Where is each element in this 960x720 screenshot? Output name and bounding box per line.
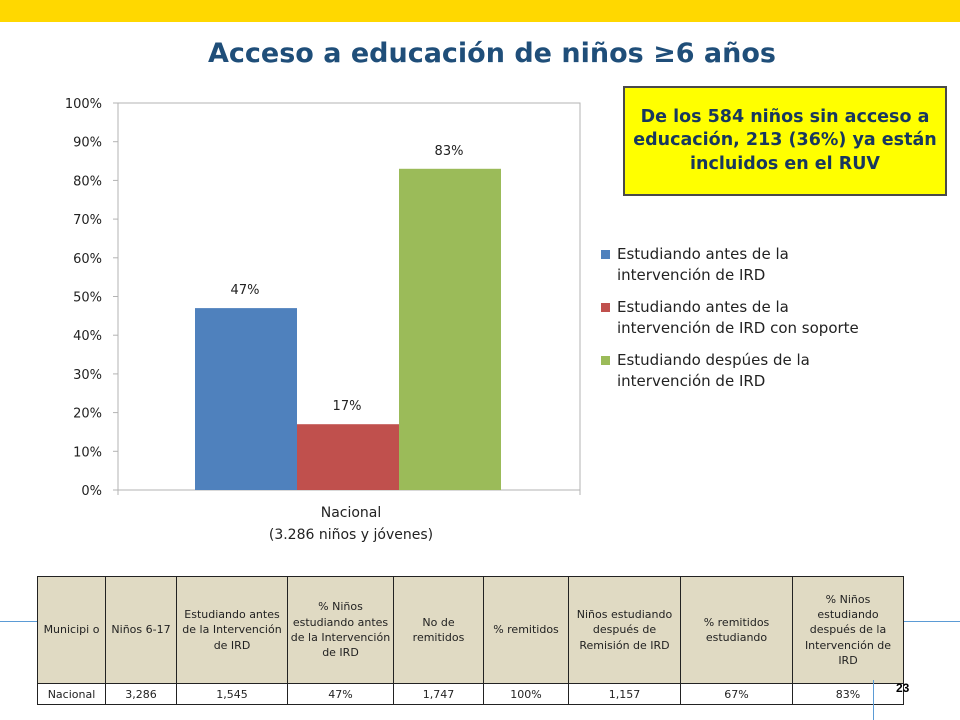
y-tick-label: 20%: [73, 407, 102, 422]
table-cell: 67%: [680, 683, 793, 705]
table-header: Municipi o: [37, 576, 106, 684]
table-header: % remitidos: [483, 576, 569, 684]
legend-item: Estudiando antes de la intervención de IR…: [601, 244, 901, 286]
data-label: 83%: [435, 144, 464, 159]
page-title: Acceso a educación de niños ≥6 años: [207, 38, 776, 69]
table-header: % Niños estudiando antes de la Intervenc…: [287, 576, 394, 684]
table-cell: 1,747: [393, 683, 484, 705]
legend-label: Estudiando antes de la intervención de IR…: [617, 245, 789, 284]
left-divider-line: [0, 621, 37, 622]
y-tick-label: 0%: [81, 484, 102, 499]
y-tick-label: 10%: [73, 445, 102, 460]
table-cell: 100%: [483, 683, 569, 705]
table-cell: 1,157: [568, 683, 681, 705]
callout-box: De los 584 niños sin acceso a educación,…: [623, 86, 947, 196]
legend-label: Estudiando despúes de la intervención de …: [617, 351, 810, 390]
table-cell: Nacional: [37, 683, 106, 705]
table-header: % Niños estudiando después de la Interve…: [792, 576, 904, 684]
table-cell: 83%: [792, 683, 904, 705]
y-tick-label: 100%: [65, 97, 102, 112]
top-accent-bar: [0, 0, 960, 22]
x-category-label: Nacional: [321, 505, 382, 521]
table-header: Niños estudiando después de Remisión de …: [568, 576, 681, 684]
page-number: 23: [896, 681, 910, 695]
legend-item: Estudiando antes de la intervención de IR…: [601, 297, 901, 339]
callout-text: De los 584 niños sin acceso a educación,…: [633, 106, 937, 174]
right-divider-line: [903, 621, 960, 622]
data-label: 17%: [333, 399, 362, 414]
legend-label: Estudiando antes de la intervención de IR…: [617, 298, 859, 337]
y-tick-label: 40%: [73, 329, 102, 344]
table-cell: 3,286: [105, 683, 177, 705]
legend-swatch: [601, 303, 610, 312]
chart-legend: Estudiando antes de la intervención de IR…: [601, 244, 901, 403]
table-header: Estudiando antes de la Intervención de I…: [176, 576, 288, 684]
bar: [297, 424, 399, 490]
table-cell: 1,545: [176, 683, 288, 705]
y-tick-label: 50%: [73, 291, 102, 306]
table-header: No de remitidos: [393, 576, 484, 684]
x-category-label: (3.286 niños y jóvenes): [269, 527, 433, 543]
data-label: 47%: [231, 283, 260, 298]
table-row: Nacional 3,286 1,545 47% 1,747 100% 1,15…: [37, 683, 904, 705]
y-tick-label: 70%: [73, 213, 102, 228]
table-cell: 47%: [287, 683, 394, 705]
y-tick-label: 60%: [73, 252, 102, 267]
bar: [399, 168, 501, 491]
legend-swatch: [601, 250, 610, 259]
y-tick-label: 80%: [73, 174, 102, 189]
y-tick-label: 30%: [73, 368, 102, 383]
footer-divider-line: [873, 680, 874, 720]
data-table: Municipi o Niños 6-17 Estudiando antes d…: [37, 576, 904, 705]
bar: [195, 308, 297, 490]
table-header-row: Municipi o Niños 6-17 Estudiando antes d…: [37, 576, 904, 684]
legend-item: Estudiando despúes de la intervención de …: [601, 350, 901, 392]
legend-swatch: [601, 356, 610, 365]
y-tick-label: 90%: [73, 136, 102, 151]
table-header: Niños 6-17: [105, 576, 177, 684]
table-header: % remitidos estudiando: [680, 576, 793, 684]
